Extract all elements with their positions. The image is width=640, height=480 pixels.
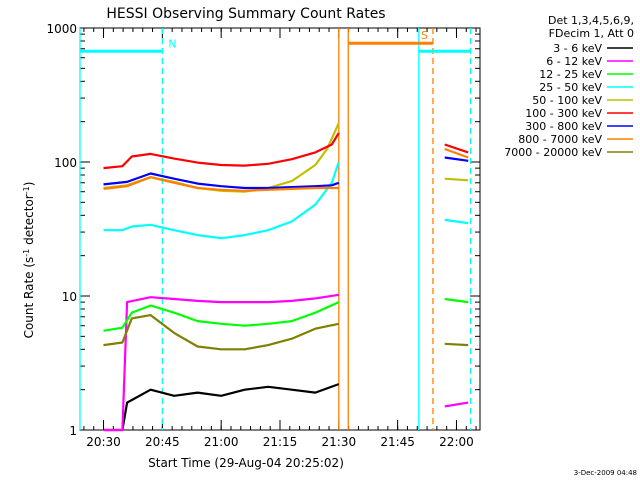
plot-frame — [79, 27, 481, 431]
x-tick-label: 20:30 — [86, 435, 121, 449]
flag-label-N: N — [168, 37, 176, 50]
series-line — [444, 143, 469, 154]
y-axis-label: Count Rate (s-1 detector-1) — [22, 182, 36, 339]
plot-area: 1 10 100 1000 20:30 20:45 21:00 21:15 21:30 21:45… — [46, 22, 481, 449]
series-line — [103, 314, 340, 351]
series-line — [444, 156, 469, 162]
x-tick-label: 22:00 — [439, 435, 474, 449]
legend-label: 7000 - 20000 keV — [504, 146, 602, 159]
legend-label: 25 - 50 keV — [539, 81, 602, 94]
series-line — [444, 218, 469, 225]
series-line — [444, 297, 469, 304]
flag-label-S: S — [421, 29, 428, 42]
legend-label: 800 - 7000 keV — [518, 133, 602, 146]
y-tick-label: 1 — [69, 424, 77, 438]
y-tick-label: 10 — [62, 290, 77, 304]
series-line — [103, 293, 339, 432]
chart-title: HESSI Observing Summary Count Rates — [106, 6, 385, 22]
y-tick-label: 100 — [54, 156, 77, 170]
series-line — [444, 147, 469, 159]
series-line — [103, 176, 339, 192]
legend-label: 100 - 300 keV — [525, 107, 602, 120]
y-tick-label: 1000 — [46, 22, 77, 36]
legend-label: 6 - 12 keV — [546, 55, 602, 68]
legend-label: 12 - 25 keV — [539, 68, 602, 81]
series-line — [444, 177, 469, 182]
series-line — [103, 301, 340, 332]
series-line — [103, 161, 340, 240]
legend-label: 50 - 100 keV — [532, 94, 602, 107]
x-tick-label: 21:15 — [263, 435, 298, 449]
generated-date: 3-Dec-2009 04:48 — [574, 469, 637, 477]
legend-header-line-2: FDecim 1, Att 0 — [549, 27, 634, 40]
x-axis-label: Start Time (29-Aug-04 20:25:02) — [148, 456, 344, 470]
series-line — [444, 401, 469, 408]
series-line — [103, 383, 340, 432]
x-tick-label: 21:30 — [322, 435, 357, 449]
series-line — [103, 172, 340, 190]
series-line — [444, 342, 469, 347]
x-tick-label: 21:45 — [380, 435, 415, 449]
x-tick-label: 21:00 — [204, 435, 239, 449]
x-tick-label: 20:45 — [145, 435, 180, 449]
legend-label: 3 - 6 keV — [553, 42, 602, 55]
series-line — [103, 132, 340, 170]
legend-label: 300 - 800 keV — [525, 120, 602, 133]
legend-header-line-1: Det 1,3,4,5,6,9, — [548, 14, 634, 27]
legend: Det 1,3,4,5,6,9, FDecim 1, Att 0 3 - 6 k… — [504, 14, 634, 159]
